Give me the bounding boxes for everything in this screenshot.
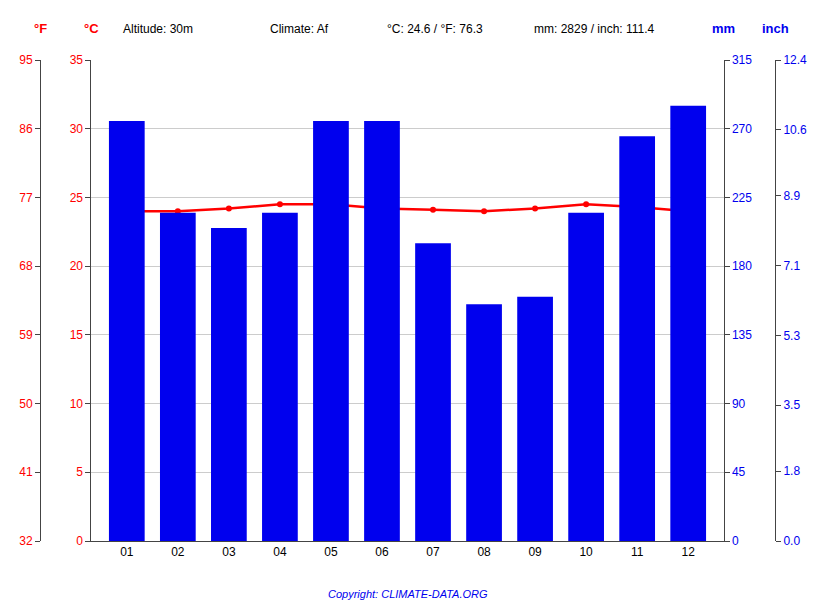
svg-text:90: 90 [732,397,746,411]
svg-text:135: 135 [732,328,752,342]
svg-text:35: 35 [70,53,84,67]
svg-text:06: 06 [375,545,389,559]
svg-text:50: 50 [19,397,33,411]
svg-text:04: 04 [273,545,287,559]
svg-text:°C: 24.6 / °F: 76.3: °C: 24.6 / °F: 76.3 [387,22,483,36]
svg-text:°C: °C [84,21,99,36]
svg-text:mm: mm [712,21,735,36]
svg-text:1.8: 1.8 [783,464,800,478]
svg-text:5: 5 [76,465,83,479]
svg-text:41: 41 [19,465,33,479]
svg-text:77: 77 [19,191,33,205]
svg-text:11: 11 [631,545,644,559]
svg-text:225: 225 [732,191,752,205]
svg-text:5.3: 5.3 [783,329,800,343]
svg-text:7.1: 7.1 [783,259,800,273]
svg-text:30: 30 [70,122,84,136]
svg-text:8.9: 8.9 [783,189,800,203]
svg-text:Copyright: CLIMATE-DATA.ORG: Copyright: CLIMATE-DATA.ORG [328,588,488,600]
svg-text:08: 08 [477,545,491,559]
svg-text:25: 25 [70,191,84,205]
svg-text:32: 32 [19,534,33,548]
svg-text:10: 10 [70,397,84,411]
svg-text:68: 68 [19,259,33,273]
svg-text:mm: 2829 / inch: 111.4: mm: 2829 / inch: 111.4 [534,22,655,36]
svg-text:86: 86 [19,122,33,136]
svg-text:0: 0 [732,534,739,548]
svg-text:45: 45 [732,465,746,479]
svg-text:15: 15 [70,328,84,342]
svg-text:10.6: 10.6 [783,123,807,137]
svg-text:Climate: Af: Climate: Af [270,22,329,36]
svg-text:0: 0 [76,534,83,548]
svg-text:20: 20 [70,259,84,273]
svg-text:180: 180 [732,259,752,273]
svg-text:inch: inch [762,21,789,36]
svg-text:95: 95 [19,53,33,67]
svg-text:0.0: 0.0 [783,534,800,548]
svg-text:3.5: 3.5 [783,398,800,412]
svg-text:09: 09 [528,545,542,559]
svg-text:03: 03 [222,545,236,559]
svg-text:07: 07 [426,545,440,559]
svg-text:315: 315 [732,53,752,67]
svg-text:10: 10 [579,545,593,559]
svg-text:°F: °F [34,21,47,36]
svg-text:05: 05 [324,545,338,559]
svg-text:01: 01 [120,545,134,559]
svg-text:12: 12 [682,545,696,559]
svg-text:12.4: 12.4 [783,53,807,67]
svg-text:02: 02 [171,545,185,559]
svg-text:Altitude: 30m: Altitude: 30m [123,22,193,36]
svg-text:59: 59 [19,328,33,342]
svg-text:270: 270 [732,122,752,136]
